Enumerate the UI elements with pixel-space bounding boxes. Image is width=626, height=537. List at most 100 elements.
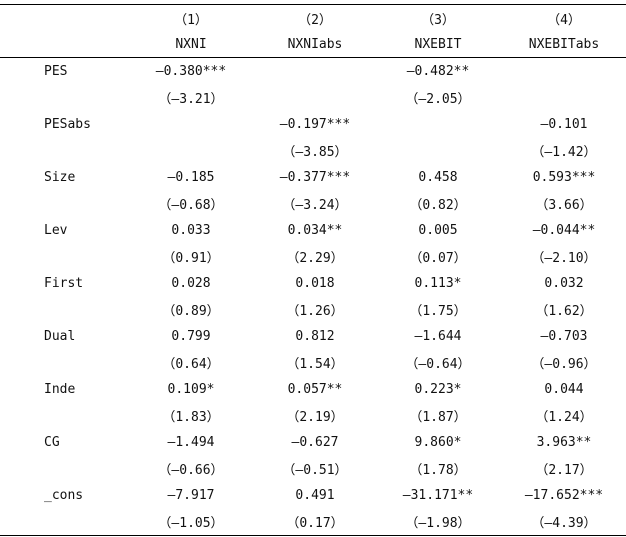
t-stat-cell: （0.91）	[162, 251, 220, 267]
t-stat-cell	[374, 138, 502, 165]
header-number-row: （1） （2） （3） （4）	[0, 5, 626, 31]
t-stat-row: （0.89） （1.26） （1.75） （1.62）	[0, 297, 626, 324]
coefficient-cell: 0.028	[171, 275, 211, 291]
t-stat-row: （–3.21） （–2.05）	[0, 85, 626, 112]
row-stub	[0, 244, 126, 271]
t-stat-cell: （1.62）	[535, 304, 593, 320]
t-stat-cell: （1.54）	[286, 357, 344, 373]
coefficient-cell: 0.593***	[532, 169, 596, 185]
coef-row: Size –0.185 –0.377*** 0.458 0.593***	[0, 164, 626, 191]
row-stub	[0, 456, 126, 483]
header-name-row: NXNI NXNIabs NXEBIT NXEBITabs	[0, 31, 626, 58]
row-stub	[0, 403, 126, 430]
header-stub	[0, 31, 126, 58]
t-stat-cell: （0.82）	[409, 198, 467, 214]
t-stat-row: （0.91） （2.29） （0.07） （–2.10）	[0, 244, 626, 271]
coef-row: PESabs –0.197*** –0.101	[0, 111, 626, 138]
variable-name: Inde	[44, 381, 76, 397]
t-stat-cell: （1.24）	[535, 410, 593, 426]
row-stub	[0, 509, 126, 536]
variable-name: PESabs	[44, 116, 91, 132]
coefficient-cell: 9.860*	[414, 434, 462, 450]
coefficient-cell: 0.223*	[414, 381, 462, 397]
t-stat-cell: （–3.21）	[158, 92, 224, 108]
variable-name: Dual	[44, 328, 76, 344]
t-stat-cell	[502, 85, 626, 112]
t-stat-cell: （1.87）	[409, 410, 467, 426]
coef-row: PES –0.380*** –0.482**	[0, 58, 626, 85]
coefficient-cell: –0.101	[540, 116, 588, 132]
coefficient-cell: 0.113*	[414, 275, 462, 291]
column-number: （1）	[174, 12, 208, 28]
coefficient-cell	[502, 58, 626, 85]
coefficient-cell: 0.057**	[287, 381, 343, 397]
variable-name: CG	[44, 434, 60, 450]
t-stat-row: （–3.85） （–1.42）	[0, 138, 626, 165]
coefficient-cell: 0.109*	[167, 381, 215, 397]
coefficient-cell: –0.377***	[279, 169, 351, 185]
coefficient-cell	[256, 58, 374, 85]
header-stub	[0, 5, 126, 31]
column-name: NXNIabs	[256, 31, 374, 58]
row-stub	[0, 85, 126, 112]
t-stat-cell: （0.17）	[286, 516, 344, 532]
t-stat-cell: （–0.68）	[158, 198, 224, 214]
t-stat-cell: （2.17）	[535, 463, 593, 479]
coefficient-cell: 0.018	[295, 275, 335, 291]
t-stat-cell	[256, 85, 374, 112]
column-name: NXEBITabs	[502, 31, 626, 58]
coefficient-cell: –17.652***	[524, 487, 604, 503]
t-stat-row: （1.83） （2.19） （1.87） （1.24）	[0, 403, 626, 430]
coefficient-cell: –0.380***	[155, 63, 227, 79]
variable-name: _cons	[44, 487, 84, 503]
coefficient-cell: –0.185	[167, 169, 215, 185]
coefficient-cell: 0.005	[418, 222, 458, 238]
t-stat-row: （–0.66） （–0.51） （1.78） （2.17）	[0, 456, 626, 483]
coefficient-cell: –0.197***	[279, 116, 351, 132]
t-stat-cell: （1.75）	[409, 304, 467, 320]
t-stat-cell: （2.29）	[286, 251, 344, 267]
t-stat-cell	[126, 138, 256, 165]
t-stat-cell: （–3.24）	[282, 198, 348, 214]
coefficient-cell	[126, 111, 256, 138]
t-stat-cell: （–0.51）	[282, 463, 348, 479]
column-name: NXEBIT	[374, 31, 502, 58]
t-stat-cell: （1.83）	[162, 410, 220, 426]
row-stub	[0, 138, 126, 165]
top-rule	[0, 4, 626, 5]
t-stat-cell: （–1.98）	[405, 516, 471, 532]
t-stat-cell: （3.66）	[535, 198, 593, 214]
row-stub	[0, 191, 126, 218]
column-number: （3）	[421, 12, 455, 28]
coef-row: Lev 0.033 0.034** 0.005 –0.044**	[0, 217, 626, 244]
coefficient-cell: 0.033	[171, 222, 211, 238]
t-stat-cell: （–1.05）	[158, 516, 224, 532]
t-stat-cell: （0.64）	[162, 357, 220, 373]
t-stat-cell: （–0.96）	[531, 357, 597, 373]
coef-row: First 0.028 0.018 0.113* 0.032	[0, 270, 626, 297]
variable-name: PES	[44, 63, 68, 79]
table-body: PES –0.380*** –0.482** （–3.21） （–2.05） PESabs…	[0, 58, 626, 536]
t-stat-cell: （–0.66）	[158, 463, 224, 479]
coef-row: _cons –7.917 0.491 –31.171** –17.652***	[0, 482, 626, 509]
t-stat-cell: （–0.64）	[405, 357, 471, 373]
t-stat-cell: （–4.39）	[531, 516, 597, 532]
coefficient-cell: 0.032	[544, 275, 584, 291]
coefficient-cell: –0.703	[540, 328, 588, 344]
bottom-rule	[0, 535, 626, 536]
t-stat-cell: （–3.85）	[282, 145, 348, 161]
coef-row: CG –1.494 –0.627 9.860* 3.963**	[0, 429, 626, 456]
coefficient-cell: –31.171**	[402, 487, 474, 503]
variable-name: Lev	[44, 222, 68, 238]
t-stat-row: （0.64） （1.54） （–0.64） （–0.96）	[0, 350, 626, 377]
t-stat-cell: （1.26）	[286, 304, 344, 320]
coefficient-cell: 0.812	[295, 328, 335, 344]
coefficient-cell: 0.458	[418, 169, 458, 185]
coef-row: Inde 0.109* 0.057** 0.223* 0.044	[0, 376, 626, 403]
t-stat-cell: （2.19）	[286, 410, 344, 426]
t-stat-row: （–0.68） （–3.24） （0.82） （3.66）	[0, 191, 626, 218]
t-stat-row: （–1.05） （0.17） （–1.98） （–4.39）	[0, 509, 626, 536]
t-stat-cell: （–2.10）	[531, 251, 597, 267]
t-stat-cell: （–1.42）	[531, 145, 597, 161]
